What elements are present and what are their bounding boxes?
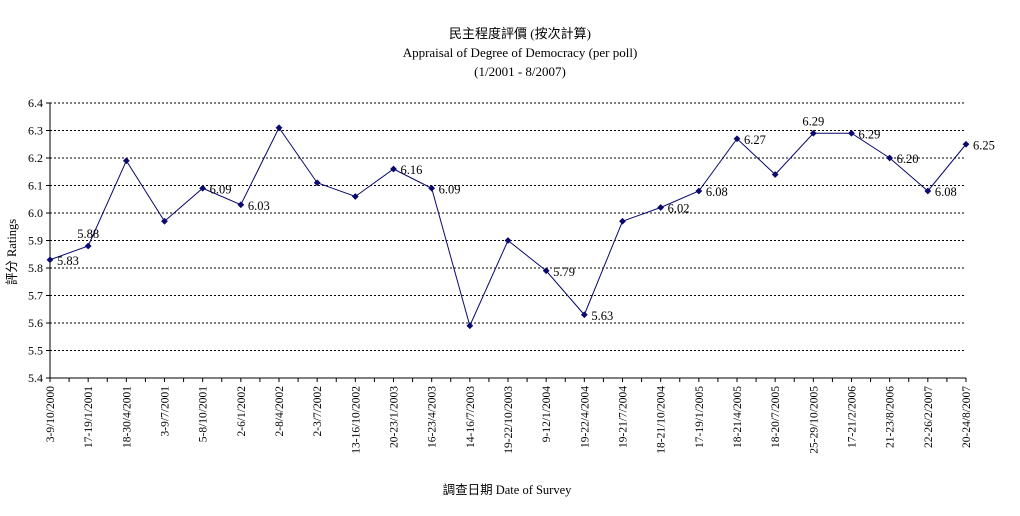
y-tick-label: 5.9 <box>28 234 43 248</box>
y-tick-label: 5.4 <box>28 371 43 385</box>
data-label: 5.83 <box>57 254 79 268</box>
data-point <box>46 256 54 264</box>
x-tick-label: 18-21/10/2004 <box>656 386 668 454</box>
data-point <box>275 124 283 132</box>
data-label: 6.02 <box>668 202 690 216</box>
y-tick-label: 5.6 <box>28 316 43 330</box>
x-tick-label: 17-19/1/2005 <box>694 386 706 448</box>
data-point <box>619 217 626 225</box>
data-label: 6.25 <box>973 138 995 152</box>
x-tick-label: 17-21/2/2006 <box>847 386 859 448</box>
x-tick-label: 20-23/1/2003 <box>389 386 401 448</box>
data-point <box>122 157 130 165</box>
x-tick-label: 20-24/8/2007 <box>961 386 973 448</box>
data-point <box>542 267 550 275</box>
x-tick-label: 22-26/2/2007 <box>923 386 935 448</box>
data-point <box>428 184 436 192</box>
x-tick-label: 13-16/10/2002 <box>350 386 362 454</box>
y-tick-label: 6.3 <box>28 124 43 138</box>
x-tick-label: 19-21/7/2004 <box>618 386 630 448</box>
data-label: 6.08 <box>706 185 728 199</box>
x-tick-label: 5-8/10/2001 <box>198 386 210 442</box>
data-label: 6.03 <box>248 199 270 213</box>
data-label: 6.29 <box>859 127 881 141</box>
y-tick-label: 5.5 <box>28 344 43 358</box>
x-tick-label: 18-21/4/2005 <box>732 386 744 448</box>
data-point <box>504 237 512 244</box>
data-point <box>733 135 741 143</box>
y-tick-label: 6.4 <box>28 96 43 110</box>
data-point <box>848 129 855 137</box>
data-point <box>466 322 474 330</box>
x-tick-label: 25-29/10/2005 <box>808 386 820 454</box>
data-label: 6.29 <box>802 114 824 128</box>
data-point <box>237 201 245 209</box>
data-point <box>962 140 970 148</box>
data-point <box>161 217 168 225</box>
x-tick-label: 2-3/7/2002 <box>312 386 324 437</box>
series-line <box>49 126 967 328</box>
data-point <box>771 171 779 178</box>
x-tick-label: 9-12/1/2004 <box>541 386 553 442</box>
y-tick-label: 5.8 <box>28 261 43 275</box>
x-tick-label: 17-19/1/2001 <box>83 386 95 448</box>
data-point <box>924 187 932 195</box>
y-tick-label: 6.1 <box>28 179 43 193</box>
data-label: 6.09 <box>210 182 232 196</box>
x-tick-label: 3-9/7/2001 <box>160 386 172 437</box>
chart-subtitle: (1/2001 - 8/2007) <box>474 64 566 79</box>
x-tick-label: 21-23/8/2006 <box>885 386 897 448</box>
x-tick-label: 16-23/4/2003 <box>427 386 439 448</box>
data-point <box>657 204 665 211</box>
x-tick-label: 3-9/10/2000 <box>45 386 57 442</box>
data-point <box>351 193 359 200</box>
x-tick-label: 19-22/10/2003 <box>503 386 515 454</box>
x-tick-label: 2-6/1/2002 <box>236 386 248 437</box>
data-label: 6.16 <box>401 163 423 177</box>
data-point <box>199 184 207 192</box>
x-axis-label: 調查日期 Date of Survey <box>443 483 573 497</box>
data-point <box>886 154 894 162</box>
chart-title-zh: 民主程度評價 (按次計算) <box>449 26 591 41</box>
data-label: 5.63 <box>591 309 613 323</box>
data-point <box>313 179 321 187</box>
data-label: 6.08 <box>935 185 957 199</box>
data-label: 5.88 <box>77 227 99 241</box>
chart-title-en: Appraisal of Degree of Democracy (per po… <box>403 45 638 60</box>
data-label: 6.20 <box>897 152 919 166</box>
data-label: 6.09 <box>439 182 461 196</box>
y-tick-label: 6.2 <box>28 151 43 165</box>
data-point <box>580 311 588 319</box>
data-point <box>390 165 397 173</box>
x-tick-label: 2-8/4/2002 <box>274 386 286 437</box>
x-tick-label: 18-20/7/2005 <box>770 386 782 448</box>
data-label: 5.79 <box>553 265 575 279</box>
x-tick-label: 14-16/7/2003 <box>465 386 477 448</box>
data-point <box>84 242 92 250</box>
x-tick-label: 19-22/4/2004 <box>579 386 591 448</box>
y-axis-label: 評分 Ratings <box>4 219 19 285</box>
y-tick-label: 6.0 <box>28 206 43 220</box>
data-point <box>809 129 817 137</box>
data-label: 6.27 <box>744 133 766 147</box>
data-point <box>695 187 703 195</box>
x-tick-label: 18-30/4/2001 <box>121 386 133 448</box>
y-tick-label: 5.7 <box>28 289 43 303</box>
